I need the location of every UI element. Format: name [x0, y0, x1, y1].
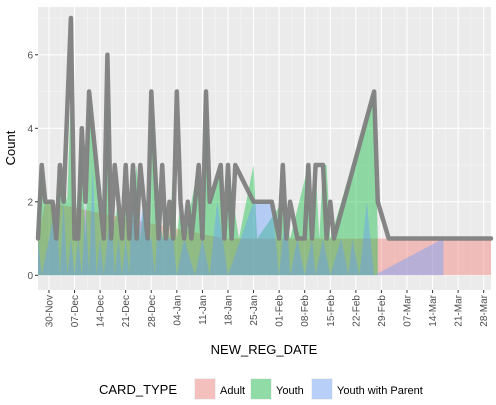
legend-swatch-youth — [251, 379, 271, 399]
minor-gridlines — [38, 7, 491, 290]
y-axis: 0 2 4 6 — [27, 50, 38, 282]
y-tick-label: 0 — [27, 271, 33, 282]
legend-label-youth: Youth — [276, 385, 304, 397]
y-tick-label: 6 — [27, 50, 33, 61]
x-axis-title: NEW_REG_DATE — [211, 342, 318, 357]
major-gridlines — [38, 7, 491, 290]
x-tick-label: 28-Dec — [147, 295, 158, 327]
x-tick-label: 28-Mar — [479, 294, 490, 326]
legend-swatch-adult — [195, 379, 215, 399]
area-adult — [38, 201, 491, 276]
area-youth-with-parent — [38, 165, 444, 276]
x-tick-label: 15-Feb — [326, 295, 337, 327]
x-tick-label: 21-Dec — [121, 295, 132, 327]
legend-title: CARD_TYPE — [99, 382, 177, 397]
x-tick-label: 25-Jan — [249, 295, 260, 326]
x-tick-label: 22-Feb — [351, 295, 362, 327]
legend-key-bg-youth-with-parent — [311, 378, 333, 400]
legend-label-adult: Adult — [220, 385, 245, 397]
legend-swatch-youth-with-parent — [312, 379, 332, 399]
y-axis-title: Count — [3, 130, 18, 165]
x-tick-label: 04-Jan — [172, 295, 183, 326]
x-tick-label: 07-Mar — [403, 294, 414, 326]
legend: CARD_TYPE Adult Youth Youth with Parent — [99, 378, 423, 400]
y-tick-label: 4 — [27, 124, 33, 135]
x-tick-label: 14-Mar — [428, 294, 439, 326]
x-axis: 30-Nov 07-Dec 14-Dec 21-Dec 28-Dec 04-Jan 11-J… — [45, 290, 490, 327]
x-tick-label: 08-Feb — [300, 295, 311, 327]
legend-label-youth-with-parent: Youth with Parent — [337, 385, 423, 397]
x-tick-label: 07-Dec — [70, 295, 81, 327]
legend-key-bg-youth — [250, 378, 272, 400]
x-tick-label: 11-Jan — [198, 295, 209, 325]
x-tick-label: 01-Feb — [275, 295, 286, 327]
x-tick-label: 21-Mar — [454, 294, 465, 326]
x-tick-label: 14-Dec — [96, 295, 107, 327]
plot-panel — [38, 7, 491, 290]
legend-key-bg-adult — [194, 378, 216, 400]
x-tick-label: 30-Nov — [45, 295, 56, 327]
x-tick-label: 29-Feb — [377, 295, 388, 327]
total-line-layer — [35, 15, 494, 241]
line-total — [35, 15, 494, 241]
x-tick-label: 18-Jan — [224, 295, 235, 326]
y-tick-label: 2 — [27, 197, 33, 208]
